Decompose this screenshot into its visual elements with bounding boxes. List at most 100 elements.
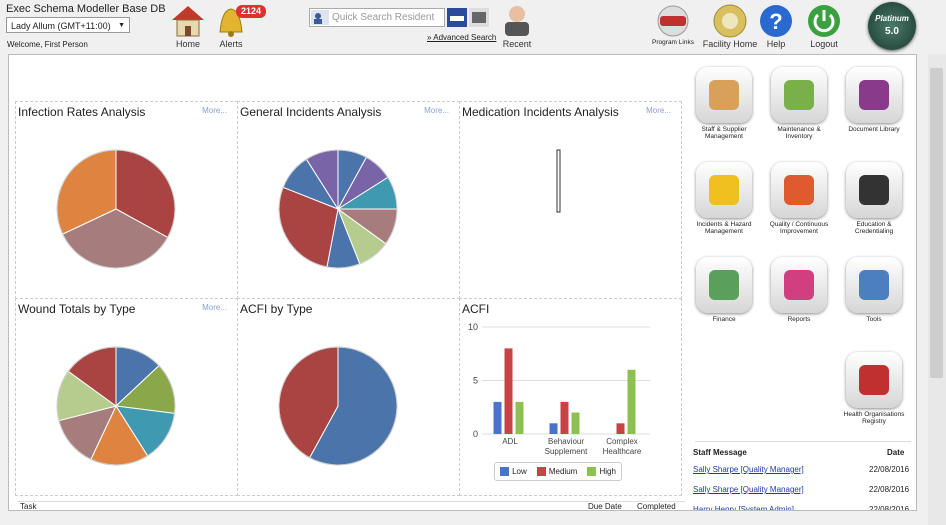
- chart: [278, 346, 398, 466]
- search-box[interactable]: Quick Search Resident: [309, 8, 445, 27]
- view-toggle[interactable]: [447, 8, 489, 27]
- icon-glyph: [784, 175, 814, 205]
- module-icon[interactable]: Maintenance & Inventory: [764, 67, 834, 140]
- module-icon[interactable]: Finance: [689, 257, 759, 323]
- icon-label[interactable]: Maintenance & Inventory: [777, 126, 821, 140]
- icon-glyph: [784, 80, 814, 110]
- alerts-label[interactable]: Alerts: [219, 39, 243, 49]
- alerts-icon[interactable]: [214, 4, 270, 38]
- icon-label[interactable]: Incidents & Hazard Management: [696, 221, 752, 235]
- legend-swatch: [500, 467, 510, 476]
- logout-label[interactable]: Logout: [810, 39, 838, 49]
- bar: [549, 423, 558, 434]
- due-date-header: Due Date: [588, 502, 622, 511]
- icon-glyph: [859, 270, 889, 300]
- message-date: 22/08/2016: [869, 465, 910, 474]
- panel-title: ACFI by Type: [240, 302, 313, 316]
- logout-icon[interactable]: [807, 4, 841, 38]
- module-icon[interactable]: Quality / Continuous Improvement: [764, 162, 834, 235]
- icon-label[interactable]: Finance: [712, 316, 736, 323]
- more-link[interactable]: More...: [424, 106, 449, 115]
- message-link[interactable]: Harry Henry [System Admin]: [693, 505, 794, 511]
- chart: [56, 149, 176, 269]
- icon-label[interactable]: Education & Credentialing: [854, 221, 894, 235]
- icon-tile[interactable]: [846, 257, 902, 313]
- icon-label[interactable]: Quality / Continuous Improvement: [769, 221, 829, 235]
- icon-tile[interactable]: [696, 257, 752, 313]
- panel: ACFI 0 5 10 ADL Behaviour Supplement Complex H…: [459, 298, 682, 496]
- icon-label[interactable]: Staff & Supplier Management: [701, 126, 747, 140]
- panel: Infection Rates Analysis More...: [15, 101, 238, 299]
- more-link[interactable]: More...: [646, 106, 671, 115]
- legend: Low Medium High: [494, 462, 622, 481]
- chart: 0 5 10: [468, 322, 650, 439]
- module-icon[interactable]: Staff & Supplier Management: [689, 67, 759, 140]
- icon-label[interactable]: Document Library: [848, 126, 900, 133]
- app-title: Exec Schema Modeller Base DB: [6, 3, 166, 15]
- chart: [556, 149, 561, 213]
- icon-tile[interactable]: [696, 162, 752, 218]
- program-links-label[interactable]: Program Links: [652, 39, 694, 46]
- legend-item: High: [587, 467, 616, 476]
- icon-tile[interactable]: [696, 67, 752, 123]
- module-icon[interactable]: Health Organisations Registry: [839, 352, 909, 425]
- more-link[interactable]: More...: [202, 303, 227, 312]
- help-label[interactable]: Help: [766, 39, 786, 49]
- icon-tile[interactable]: [771, 67, 827, 123]
- message-link[interactable]: Sally Sharpe [Quality Manager]: [693, 465, 804, 474]
- advanced-search[interactable]: » Advanced Search: [427, 33, 496, 42]
- legend-label: Low: [512, 467, 527, 476]
- staff-messages: [695, 441, 911, 442]
- x-tick-label: Complex Healthcare: [602, 437, 642, 456]
- dashboard: Staff Message Date Task Due Date Complet…: [8, 54, 917, 511]
- chart: [278, 149, 398, 269]
- icon-tile[interactable]: [771, 162, 827, 218]
- icon-label[interactable]: Tools: [866, 316, 882, 323]
- icon-glyph: [709, 80, 739, 110]
- bar: [493, 401, 502, 434]
- message-link[interactable]: Sally Sharpe [Quality Manager]: [693, 485, 804, 494]
- recent-label[interactable]: Recent: [502, 39, 532, 49]
- program-links-icon[interactable]: [655, 5, 691, 37]
- pie-outline: [278, 149, 398, 269]
- module-icon[interactable]: Tools: [839, 257, 909, 323]
- alerts-badge: 2124: [240, 6, 262, 16]
- legend-label: Medium: [548, 467, 578, 476]
- y-tick-label: 10: [468, 322, 478, 332]
- legend-swatch: [587, 467, 597, 476]
- home-label[interactable]: Home: [175, 39, 200, 49]
- recent-icon[interactable]: [500, 3, 534, 37]
- pie-outline: [56, 346, 176, 466]
- scroll-thumb[interactable]: [930, 68, 943, 378]
- icon-label[interactable]: Health Organisations Registry: [843, 411, 905, 425]
- module-icon[interactable]: Education & Credentialing: [839, 162, 909, 235]
- icon-label[interactable]: Reports: [787, 316, 811, 323]
- module-icon[interactable]: Reports: [764, 257, 834, 323]
- chart: [56, 346, 176, 466]
- message-date: 22/08/2016: [869, 505, 910, 511]
- more-link[interactable]: More...: [202, 106, 227, 115]
- panel: Medication Incidents Analysis More...: [459, 101, 682, 299]
- panel-title: Wound Totals by Type: [18, 302, 136, 316]
- location-select[interactable]: Lady Allum (GMT+11:00): [6, 17, 130, 34]
- home-icon[interactable]: [170, 4, 206, 38]
- advanced-search-link[interactable]: » Advanced Search: [427, 33, 497, 42]
- icon-glyph: [859, 175, 889, 205]
- completed-header: Completed: [637, 502, 676, 511]
- bar: [616, 423, 625, 434]
- facility-home-icon[interactable]: [713, 4, 747, 38]
- module-icon[interactable]: Document Library: [839, 67, 909, 133]
- icon-tile[interactable]: [846, 352, 902, 408]
- help-icon[interactable]: ?: [759, 4, 793, 38]
- icon-tile[interactable]: [846, 162, 902, 218]
- pie-outline: [56, 149, 176, 269]
- message-row: Sally Sharpe [Quality Manager]: [693, 485, 804, 494]
- module-icon[interactable]: Incidents & Hazard Management: [689, 162, 759, 235]
- facility-home-label[interactable]: Facility Home: [702, 39, 758, 49]
- panel: General Incidents Analysis More...: [237, 101, 460, 299]
- message-date: 22/08/2016: [869, 485, 910, 494]
- icon-tile[interactable]: [771, 257, 827, 313]
- icon-glyph: [709, 270, 739, 300]
- icon-tile[interactable]: [846, 67, 902, 123]
